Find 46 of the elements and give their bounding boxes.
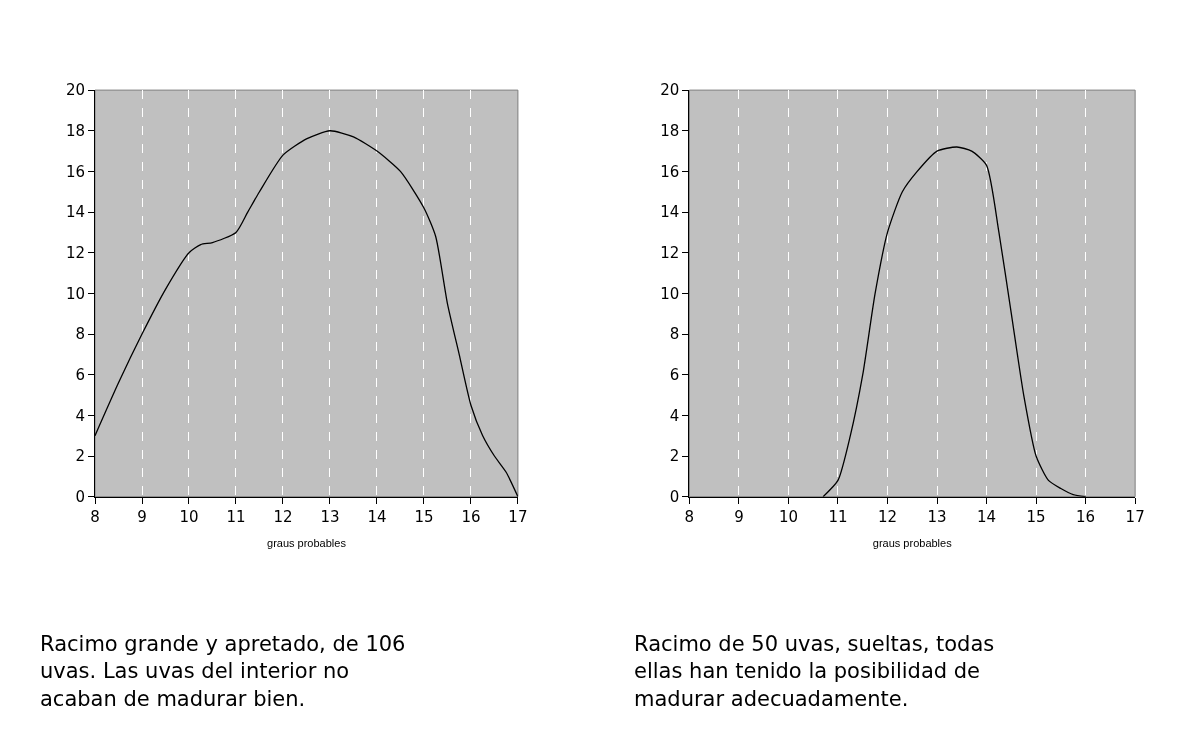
x-tick-label: 11 bbox=[828, 507, 848, 526]
x-tick-label: 13 bbox=[320, 507, 340, 526]
y-tick-label: 4 bbox=[75, 406, 86, 425]
x-tick-label: 17 bbox=[508, 507, 528, 526]
y-tick-label: 6 bbox=[75, 365, 86, 384]
y-tick-label: 14 bbox=[660, 203, 680, 222]
y-tick-label: 10 bbox=[65, 284, 86, 303]
x-tick-label: 12 bbox=[273, 507, 293, 526]
x-tick-label: 12 bbox=[877, 507, 898, 526]
x-tick-label: 16 bbox=[461, 507, 481, 526]
text: Racimo de 50 uvas, sueltas, todas ellas han tenido la posibilidad de madurar adecuadamente. bbox=[634, 632, 995, 711]
y-tick-label: 12 bbox=[660, 243, 680, 262]
x-tick-label: 16 bbox=[1076, 507, 1096, 526]
x-axis-title: graus probables bbox=[872, 536, 953, 549]
y-tick-label: 8 bbox=[669, 325, 680, 344]
y-tick-label: 2 bbox=[75, 447, 86, 466]
y-tick-label: 20 bbox=[65, 81, 86, 100]
y-tick-label: 18 bbox=[65, 122, 86, 141]
y-tick-label: 10 bbox=[660, 284, 680, 303]
x-tick-label: 14 bbox=[367, 507, 387, 526]
x-tick-label: 10 bbox=[179, 507, 199, 526]
y-tick-label: 14 bbox=[65, 203, 86, 222]
y-tick-label: 16 bbox=[660, 162, 680, 181]
x-tick-label: 10 bbox=[778, 507, 798, 526]
y-tick-label: 6 bbox=[669, 365, 680, 384]
y-tick-label: 0 bbox=[75, 487, 86, 506]
y-tick-label: 12 bbox=[65, 243, 86, 262]
x-tick-label: 13 bbox=[927, 507, 947, 526]
x-tick-label: 8 bbox=[90, 507, 100, 526]
y-tick-label: 18 bbox=[660, 122, 680, 141]
y-tick-label: 8 bbox=[75, 325, 86, 344]
text: Racimo grande y apretado, de 106 uvas. Las uvas del interior no acaban de madurar bien. bbox=[40, 632, 406, 711]
y-tick-label: 20 bbox=[660, 81, 680, 100]
y-tick-label: 4 bbox=[669, 406, 680, 425]
x-tick-label: 9 bbox=[734, 507, 744, 526]
x-tick-label: 11 bbox=[226, 507, 246, 526]
x-tick-label: 15 bbox=[1026, 507, 1046, 526]
x-axis-title: graus probables bbox=[267, 536, 347, 549]
x-tick-label: 15 bbox=[414, 507, 434, 526]
y-tick-label: 2 bbox=[669, 447, 680, 466]
y-tick-label: 16 bbox=[65, 162, 86, 181]
y-tick-label: 0 bbox=[669, 487, 680, 506]
x-tick-label: 14 bbox=[977, 507, 997, 526]
x-tick-label: 9 bbox=[137, 507, 147, 526]
x-tick-label: 8 bbox=[684, 507, 695, 526]
x-tick-label: 17 bbox=[1125, 507, 1145, 526]
